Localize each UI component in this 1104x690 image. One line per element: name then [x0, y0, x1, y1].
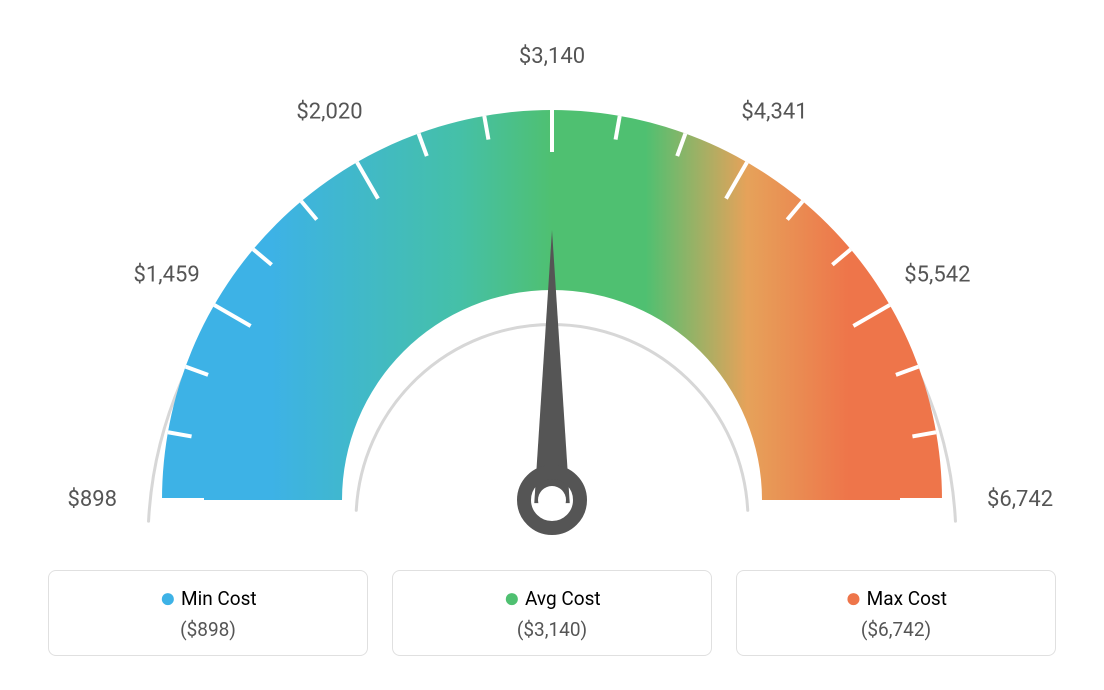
legend-label: Min Cost: [181, 587, 257, 610]
legend-value-max: ($6,742): [747, 618, 1045, 641]
gauge-chart: $898 $1,459 $2,020 $3,140 $4,341 $5,542 $6,742: [0, 0, 1104, 560]
legend-value-avg: ($3,140): [403, 618, 701, 641]
legend-value-min: ($898): [59, 618, 357, 641]
dot-icon: ●: [159, 581, 176, 614]
legend-card-avg: ● Avg Cost ($3,140): [392, 570, 712, 656]
gauge-tick-label: $5,542: [904, 263, 970, 288]
gauge-tick-label: $898: [68, 487, 117, 512]
legend-card-min: ● Min Cost ($898): [48, 570, 368, 656]
legend-title-min: ● Min Cost: [59, 587, 357, 610]
gauge-svg: $898 $1,459 $2,020 $3,140 $4,341 $5,542 $6,742: [0, 0, 1104, 560]
legend-card-max: ● Max Cost ($6,742): [736, 570, 1056, 656]
dot-icon: ●: [845, 581, 862, 614]
gauge-tick-label: $3,140: [519, 44, 585, 69]
dot-icon: ●: [503, 581, 520, 614]
legend-row: ● Min Cost ($898) ● Avg Cost ($3,140) ● …: [0, 560, 1104, 656]
legend-label: Avg Cost: [525, 587, 601, 610]
gauge-tick-label: $2,020: [296, 100, 362, 125]
gauge-tick-label: $1,459: [134, 263, 200, 288]
gauge-tick-label: $4,341: [741, 100, 807, 125]
legend-label: Max Cost: [867, 587, 947, 610]
gauge-tick-label: $6,742: [987, 487, 1053, 512]
legend-title-max: ● Max Cost: [747, 587, 1045, 610]
legend-title-avg: ● Avg Cost: [403, 587, 701, 610]
